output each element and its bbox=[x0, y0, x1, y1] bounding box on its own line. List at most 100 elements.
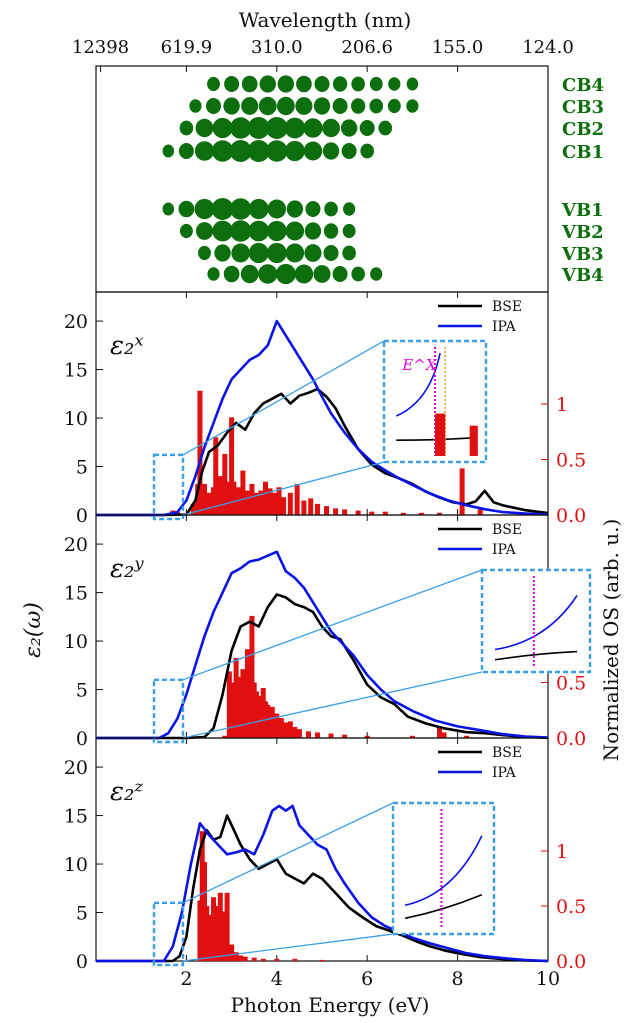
band-dot bbox=[285, 243, 305, 263]
os-bar bbox=[437, 512, 443, 515]
top-tick-label: 155.0 bbox=[432, 37, 484, 58]
band-dot bbox=[342, 223, 356, 239]
os-tick-label: 0.5 bbox=[556, 673, 586, 695]
band-dot bbox=[229, 220, 252, 242]
inset-exciton-label: E^X bbox=[401, 356, 438, 374]
band-label: CB2 bbox=[562, 119, 604, 140]
band-dot bbox=[162, 144, 175, 158]
os-bar bbox=[292, 726, 298, 738]
panel-epsilon-x: 0 5 10 15 20 0.0 0.5 1 E^X ε₂ˣ BSE IPA bbox=[64, 291, 586, 527]
band-label: VB1 bbox=[561, 200, 604, 221]
os-bar bbox=[274, 713, 280, 738]
band-dot bbox=[258, 96, 277, 116]
band-dot bbox=[189, 99, 202, 113]
band-dot bbox=[322, 118, 340, 138]
zoom-connector bbox=[182, 671, 483, 739]
inset-os-bar bbox=[469, 425, 478, 456]
y-tick-label: 20 bbox=[64, 311, 88, 333]
band-dot bbox=[194, 198, 215, 220]
band-dot bbox=[323, 245, 339, 261]
os-bar bbox=[314, 503, 320, 515]
os-bar bbox=[229, 944, 235, 961]
band-dot bbox=[211, 198, 234, 220]
top-tick-label: 12398 bbox=[72, 37, 129, 58]
band-dot bbox=[304, 244, 322, 262]
y-tick-label: 0 bbox=[76, 951, 88, 973]
band-dot bbox=[284, 140, 305, 162]
y-tick-label: 15 bbox=[64, 360, 88, 382]
band-dot bbox=[223, 265, 240, 283]
band-dot bbox=[296, 75, 312, 93]
band-dot bbox=[406, 77, 419, 91]
os-bar bbox=[409, 735, 415, 738]
band-dot bbox=[388, 77, 401, 91]
os-bar bbox=[382, 511, 388, 515]
os-bar bbox=[229, 417, 235, 515]
panel-label: ε₂ᶻ bbox=[110, 777, 143, 807]
os-bar bbox=[217, 476, 223, 515]
top-tick-label: 619.9 bbox=[161, 37, 213, 58]
inset-ipa-curve bbox=[494, 595, 578, 651]
os-bar bbox=[213, 906, 219, 961]
x-tick-label: 4 bbox=[271, 968, 283, 990]
os-bar bbox=[464, 735, 470, 738]
band-dot bbox=[178, 143, 194, 159]
band-dot bbox=[406, 99, 419, 113]
band-dot bbox=[194, 141, 215, 161]
ipa-curve bbox=[96, 804, 549, 963]
band-dot bbox=[314, 76, 330, 92]
os-bar bbox=[459, 468, 465, 515]
y-tick-label: 10 bbox=[64, 408, 88, 430]
band-dot bbox=[198, 245, 211, 261]
ipa-curve bbox=[96, 319, 549, 517]
band-dot bbox=[240, 264, 259, 284]
band-dot bbox=[387, 98, 401, 114]
y-tick-label: 20 bbox=[64, 534, 88, 556]
os-bar bbox=[272, 492, 278, 515]
os-bar bbox=[281, 497, 287, 515]
band-dot bbox=[285, 221, 305, 241]
band-dot bbox=[207, 76, 220, 92]
panel-label: ε₂ʸ bbox=[110, 554, 144, 584]
y-tick-label: 10 bbox=[64, 854, 88, 876]
zoom-connector bbox=[182, 340, 385, 456]
y-tick-label: 15 bbox=[64, 583, 88, 605]
os-bar bbox=[190, 503, 196, 515]
zoom-connector bbox=[182, 569, 483, 681]
os-bar bbox=[240, 470, 246, 515]
os-bar bbox=[294, 483, 300, 515]
band-label: VB3 bbox=[561, 244, 604, 265]
band-dot bbox=[206, 98, 222, 114]
os-bar bbox=[292, 958, 298, 961]
os-bar bbox=[249, 615, 255, 738]
top-axis-label: Wavelength (nm) bbox=[239, 8, 412, 32]
inset-os-bar bbox=[435, 413, 446, 456]
os-bar bbox=[260, 958, 266, 961]
os-bar bbox=[437, 726, 443, 738]
y-tick-label: 15 bbox=[64, 806, 88, 828]
band-dot bbox=[267, 199, 287, 219]
band-dot bbox=[248, 220, 270, 242]
band-dot bbox=[248, 242, 269, 264]
band-dot bbox=[294, 264, 314, 284]
os-bar bbox=[235, 487, 241, 515]
band-dot bbox=[332, 266, 348, 282]
band-dot bbox=[324, 201, 338, 217]
band-label: VB2 bbox=[561, 222, 604, 243]
legend-label: IPA bbox=[492, 765, 517, 781]
os-tick-label: 0.0 bbox=[556, 951, 586, 973]
legend-label: IPA bbox=[492, 319, 517, 335]
x-tick-label: 10 bbox=[536, 968, 560, 990]
os-bar bbox=[213, 437, 219, 515]
band-dot bbox=[369, 98, 384, 114]
band-dot bbox=[343, 202, 356, 216]
os-bar bbox=[267, 488, 273, 515]
band-dot bbox=[313, 265, 331, 283]
band-label: CB1 bbox=[562, 142, 604, 163]
band-dot bbox=[369, 76, 383, 92]
os-bar bbox=[238, 955, 244, 961]
band-dot bbox=[351, 98, 366, 114]
top-tick-label: 310.0 bbox=[251, 37, 303, 58]
